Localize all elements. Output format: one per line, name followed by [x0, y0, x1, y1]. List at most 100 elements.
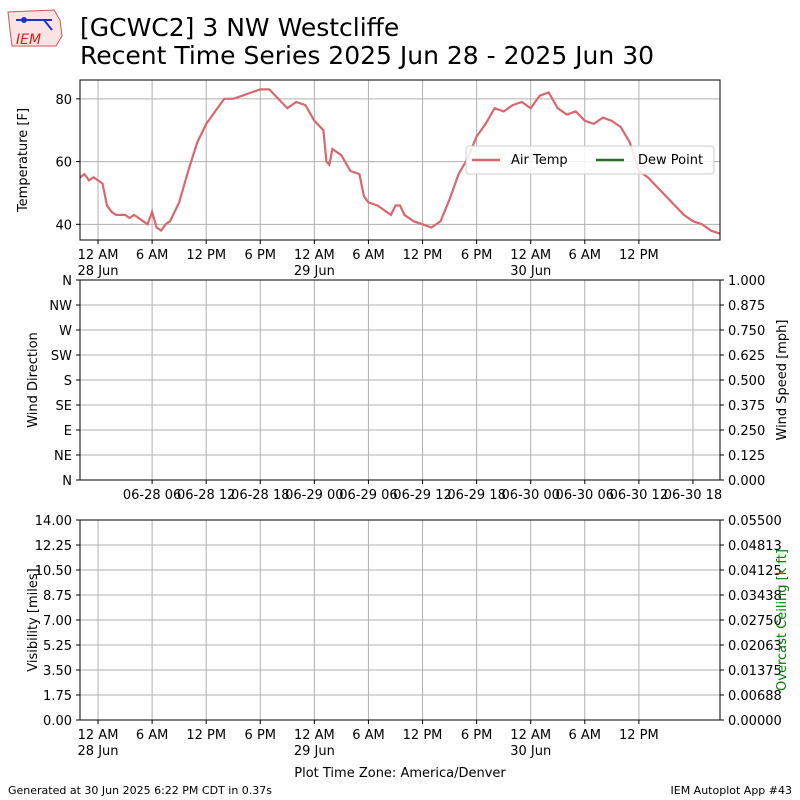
y-tick-label: 40 [55, 218, 72, 233]
air-temp-point [363, 195, 365, 197]
air-temp-point [557, 107, 559, 109]
air-temp-point [620, 126, 622, 128]
air-temp-point [476, 135, 478, 138]
x-tick-label: 12 PM [403, 248, 443, 263]
air-temp-point [512, 104, 514, 106]
x-tick-label: 12 AM [78, 728, 119, 743]
air-temp-point [88, 179, 90, 181]
air-temp-point [110, 211, 113, 213]
air-temp-point [151, 211, 153, 213]
x-tick-label: 06-30 00 [501, 488, 559, 503]
x-tick-label: 6 AM [352, 728, 385, 743]
x-tick-date-label: 28 Jun [78, 264, 119, 279]
air-temp-point [250, 91, 252, 94]
x-tick-label: 6 AM [136, 248, 169, 263]
x-tick-label: 06-29 18 [447, 488, 505, 503]
y-tick-label-left: E [64, 424, 72, 439]
x-axis-label: Plot Time Zone: America/Denver [294, 766, 506, 781]
x-tick-label: 6 PM [245, 248, 276, 263]
y-tick-label-right: 0.02750 [728, 614, 782, 629]
iem-logo: IEM [7, 9, 63, 48]
air-temp-point [115, 214, 117, 216]
air-temp-point [156, 226, 158, 229]
air-temp-point [241, 95, 243, 97]
air-temp-point [196, 142, 198, 144]
y-tick-label-left: 12.25 [35, 539, 72, 554]
y-tick-label-left: 10.50 [35, 564, 72, 579]
air-temp-point [124, 214, 126, 216]
air-temp-point [160, 230, 162, 232]
y-tick-label-right: 0.02063 [728, 639, 782, 654]
y-tick-label-left: 3.50 [43, 664, 72, 679]
air-temp-point [403, 214, 406, 216]
air-temp-point [232, 98, 234, 100]
y-tick-label-right: 0.05500 [728, 514, 782, 529]
air-temp-point [665, 195, 667, 197]
x-tick-label: 6 PM [245, 728, 276, 743]
air-temp-point [268, 88, 270, 90]
air-temp-point [701, 223, 703, 225]
x-tick-date-label: 30 Jun [510, 744, 551, 759]
air-temp-point [710, 230, 712, 232]
air-temp-point [449, 198, 451, 200]
y-tick-label-left: SE [56, 399, 72, 414]
air-temp-point [129, 217, 131, 219]
air-temp-point [187, 170, 189, 172]
x-tick-label: 06-28 06 [123, 488, 181, 503]
air-temp-point [692, 220, 694, 222]
y-axis-label-right: Overcast Ceiling [k ft] [775, 549, 790, 691]
air-temp-point [593, 123, 595, 125]
x-tick-label: 12 PM [186, 728, 226, 743]
x-tick-label: 06-30 06 [556, 488, 614, 503]
air-temp-point [399, 204, 401, 207]
air-temp-point [440, 220, 442, 222]
air-temp-point [101, 182, 104, 185]
y-axis-label: Temperature [F] [16, 108, 31, 213]
y-tick-label-left: W [59, 324, 72, 339]
y-tick-label-right: 0.04813 [728, 539, 782, 554]
air-temp-point [530, 107, 532, 109]
air-temp-point [629, 142, 631, 144]
x-tick-label: 06-29 06 [339, 488, 397, 503]
air-temp-point [458, 173, 460, 175]
x-tick-label: 06-28 18 [231, 488, 289, 503]
y-tick-label-left: NE [54, 449, 72, 464]
y-tick-label: 80 [55, 93, 72, 108]
x-tick-label: 06-29 00 [285, 488, 343, 503]
legend-label-air-temp: Air Temp [511, 153, 568, 168]
air-temp-point [430, 226, 433, 229]
y-tick-label-right: 0.125 [728, 449, 765, 464]
iem-logo-text: IEM [16, 32, 41, 48]
air-temp-point [584, 120, 586, 122]
air-temp-point [611, 120, 613, 122]
air-temp-point [138, 217, 140, 219]
air-temp-point [214, 110, 216, 112]
x-tick-label: 06-28 12 [177, 488, 235, 503]
air-temp-point [178, 201, 180, 203]
air-temp-point [92, 176, 95, 178]
air-temp-point [325, 161, 327, 163]
y-tick-label-right: 0.625 [728, 349, 765, 364]
air-temp-point [286, 107, 288, 109]
x-tick-label: 12 PM [619, 248, 659, 263]
air-temp-point [83, 173, 86, 175]
y-tick-label-left: SW [51, 349, 72, 364]
air-temp-point [385, 211, 388, 213]
title-line-1: [GCWC2] 3 NW Westcliffe [80, 13, 400, 42]
air-temp-point [376, 204, 379, 207]
y-tick-label-right: 0.00000 [728, 714, 782, 729]
air-temp-point [340, 154, 342, 156]
air-temp-point [421, 223, 424, 225]
air-temp-point [169, 220, 171, 222]
app-note: IEM Autoplot App #43 [670, 784, 793, 797]
air-temp-point [106, 204, 108, 207]
x-tick-date-label: 29 Jun [294, 744, 335, 759]
x-tick-date-label: 29 Jun [294, 264, 335, 279]
y-tick-label-right: 0.00688 [728, 689, 782, 704]
x-tick-label: 12 AM [294, 728, 335, 743]
x-tick-label: 12 AM [294, 248, 335, 263]
air-temp-point [331, 148, 333, 150]
plot-frame [79, 519, 721, 721]
legend-box [465, 145, 715, 175]
